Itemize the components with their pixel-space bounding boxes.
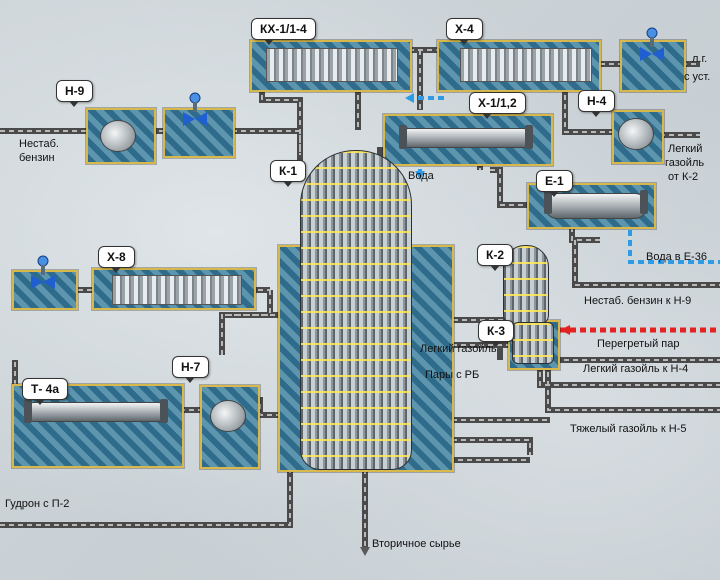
label-light-gasoil-k2-1: Легкий <box>668 143 703 155</box>
label-nestab-benzin-in-1: Нестаб. <box>19 138 59 150</box>
tag-x1: Х-1/1,2 <box>469 92 526 119</box>
tag-x4: Х-4 <box>446 18 483 45</box>
label-light-gasoil-k2-3: от К-2 <box>668 171 699 183</box>
label-secondary-feed: Вторичное сырье <box>372 538 461 550</box>
label-lg-1: л.г. <box>692 53 708 65</box>
pump-h4[interactable] <box>618 118 654 150</box>
label-lg-2: с уст. <box>684 71 711 83</box>
air-cooler-x4[interactable] <box>460 48 592 82</box>
tag-e1: Е-1 <box>536 170 573 197</box>
tag-h4: Н-4 <box>578 90 616 117</box>
label-nestab-benzin-in-2: бензин <box>19 152 55 164</box>
tag-k1: К-1 <box>270 160 306 187</box>
tag-x8: Х-8 <box>98 246 135 273</box>
air-cooler-x8[interactable] <box>112 275 242 305</box>
zone-valve-h9 <box>163 108 235 158</box>
label-heavy-gasoil-to-h5: Тяжелый газойль к Н-5 <box>570 423 687 435</box>
label-light-gasoil: Легкий газойль <box>420 343 497 355</box>
label-light-gasoil-k2-2: газойль <box>665 157 705 169</box>
drum-e1[interactable] <box>544 190 648 219</box>
tag-kx: КХ-1/1-4 <box>251 18 316 45</box>
column-k3[interactable] <box>512 322 554 364</box>
tag-t4a: Т- 4а <box>22 378 69 405</box>
tag-h7: Н-7 <box>172 356 210 383</box>
control-valve-lg[interactable] <box>637 27 667 61</box>
column-k1[interactable] <box>300 150 412 470</box>
control-valve-h9[interactable] <box>180 92 210 126</box>
label-superheated-steam: Перегретый пар <box>597 338 680 350</box>
label-nestab-benzin-to-h9: Нестаб. бензин к Н-9 <box>584 295 692 307</box>
heat-exchanger-t4a[interactable] <box>24 399 168 423</box>
arrows <box>360 93 570 556</box>
pump-h7[interactable] <box>210 400 246 432</box>
air-cooler-kx[interactable] <box>266 48 398 82</box>
label-water: Вода <box>408 170 434 182</box>
zone-valve-x8 <box>12 270 78 310</box>
heat-exchanger-x1[interactable] <box>399 125 533 149</box>
label-gudron: Гудрон с П-2 <box>5 498 70 510</box>
tag-h9: Н-9 <box>56 80 94 107</box>
pump-h9[interactable] <box>100 120 136 152</box>
label-vapors-rb: Пары с РБ <box>425 369 480 381</box>
tag-k2: К-2 <box>477 244 513 271</box>
label-water-to-e36: Вода в Е-36 <box>646 251 707 263</box>
control-valve-x8[interactable] <box>28 255 58 289</box>
label-light-gasoil-to-h4: Легкий газойль к Н-4 <box>583 363 689 375</box>
tag-k3: К-3 <box>478 320 514 347</box>
